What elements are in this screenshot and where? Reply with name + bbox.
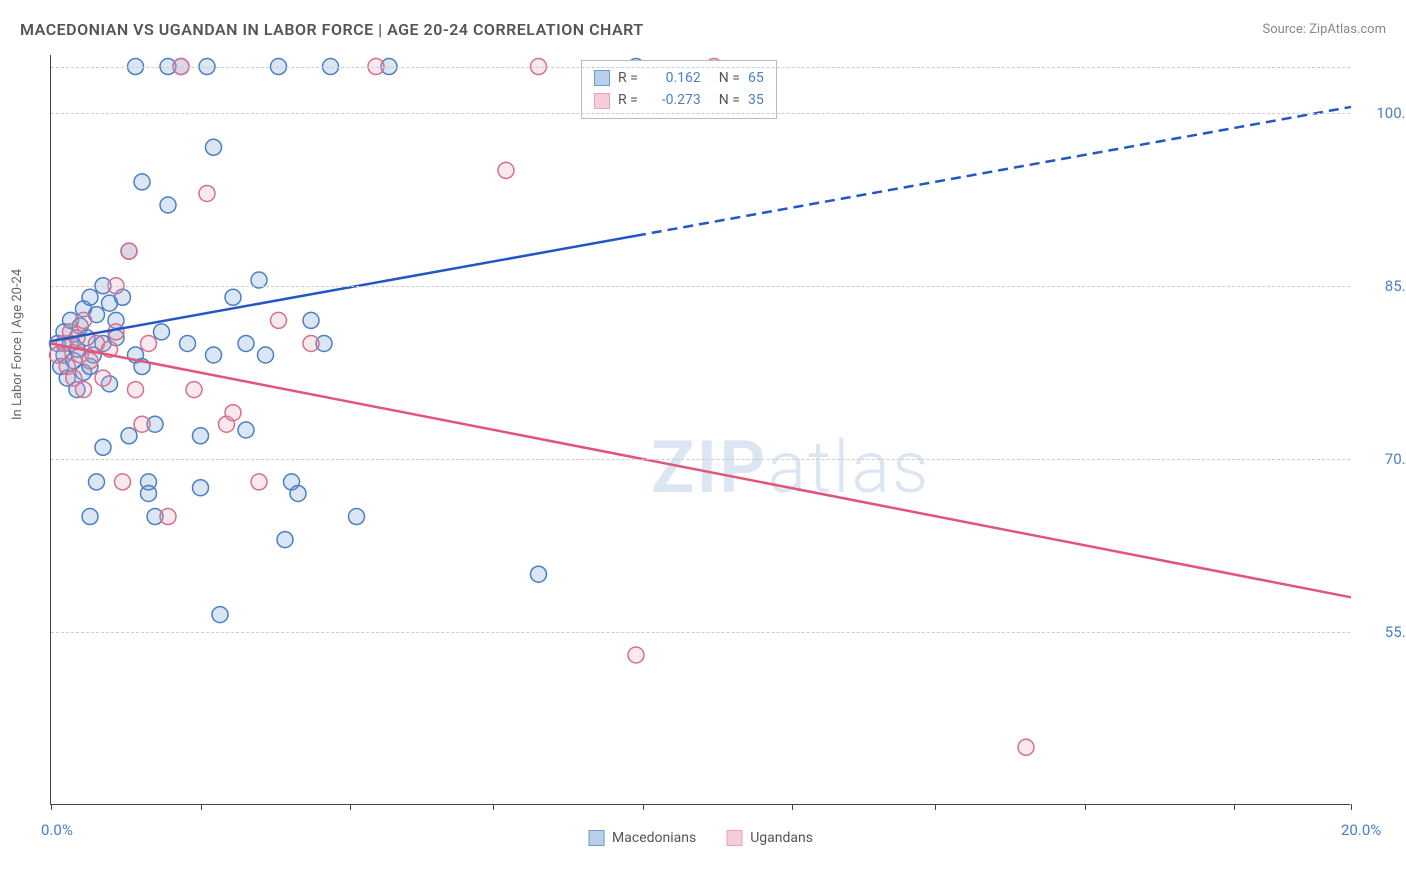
scatter-point — [193, 480, 209, 496]
scatter-point — [251, 474, 267, 490]
x-tick — [1085, 804, 1086, 810]
scatter-point — [349, 509, 365, 525]
y-axis-label: In Labor Force | Age 20-24 — [10, 269, 25, 420]
scatter-point — [303, 335, 319, 351]
trend-line — [51, 343, 1351, 597]
series-legend-item: Ugandans — [726, 830, 813, 846]
y-tick-label: 55.0% — [1385, 623, 1406, 641]
trend-line-dashed — [636, 107, 1351, 236]
scatter-point — [76, 382, 92, 398]
y-tick-label: 85.0% — [1385, 277, 1406, 295]
scatter-point — [206, 139, 222, 155]
legend-swatch — [594, 70, 610, 86]
y-tick-label: 70.0% — [1385, 450, 1406, 468]
scatter-point — [1018, 739, 1034, 755]
gridline — [51, 67, 1350, 68]
legend-n-label: N = — [719, 89, 740, 111]
scatter-point — [108, 324, 124, 340]
x-tick — [792, 804, 793, 810]
scatter-point — [225, 405, 241, 421]
gridline — [51, 459, 1350, 460]
scatter-point — [121, 243, 137, 259]
x-tick — [1351, 804, 1352, 810]
scatter-point — [277, 532, 293, 548]
scatter-point — [89, 474, 105, 490]
legend-swatch — [594, 93, 610, 109]
scatter-plot — [51, 55, 1350, 804]
legend-n-value: 35 — [748, 89, 764, 111]
title-bar: MACEDONIAN VS UGANDAN IN LABOR FORCE | A… — [20, 20, 1386, 39]
scatter-point — [186, 382, 202, 398]
scatter-point — [128, 382, 144, 398]
scatter-point — [115, 474, 131, 490]
scatter-point — [303, 312, 319, 328]
series-legend-label: Macedonians — [612, 830, 696, 846]
source-label: Source: ZipAtlas.com — [1262, 22, 1386, 37]
legend-r-label: R = — [618, 89, 638, 111]
legend-row: R = -0.273 N = 35 — [594, 89, 764, 111]
legend-n-label: N = — [719, 67, 740, 89]
legend-row: R = 0.162 N = 65 — [594, 67, 764, 89]
x-tick — [643, 804, 644, 810]
x-tick — [201, 804, 202, 810]
scatter-point — [193, 428, 209, 444]
scatter-point — [134, 174, 150, 190]
scatter-point — [82, 289, 98, 305]
scatter-point — [82, 509, 98, 525]
gridline — [51, 286, 1350, 287]
scatter-point — [82, 353, 98, 369]
gridline — [51, 632, 1350, 633]
legend-swatch — [726, 830, 742, 846]
scatter-point — [76, 312, 92, 328]
scatter-point — [238, 422, 254, 438]
series-legend-label: Ugandans — [750, 830, 813, 846]
series-legend: Macedonians Ugandans — [588, 830, 813, 846]
scatter-point — [290, 485, 306, 501]
scatter-point — [121, 428, 137, 444]
scatter-point — [160, 197, 176, 213]
scatter-point — [238, 335, 254, 351]
legend-r-label: R = — [618, 67, 638, 89]
y-tick-label: 100.0% — [1376, 104, 1406, 122]
legend-r-value: 0.162 — [646, 67, 701, 89]
scatter-point — [628, 647, 644, 663]
x-tick-label: 0.0% — [41, 821, 73, 839]
scatter-point — [95, 370, 111, 386]
scatter-point — [141, 485, 157, 501]
legend-swatch — [588, 830, 604, 846]
scatter-point — [95, 439, 111, 455]
scatter-point — [531, 566, 547, 582]
trend-line — [51, 236, 636, 341]
x-tick — [1234, 804, 1235, 810]
legend-r-value: -0.273 — [646, 89, 701, 111]
scatter-point — [258, 347, 274, 363]
chart-area: ZIPatlas R =0.162N =65R =-0.273N =35 Mac… — [50, 55, 1350, 805]
scatter-point — [206, 347, 222, 363]
scatter-point — [160, 509, 176, 525]
x-tick — [935, 804, 936, 810]
scatter-point — [180, 335, 196, 351]
scatter-point — [225, 289, 241, 305]
x-tick — [493, 804, 494, 810]
scatter-point — [271, 312, 287, 328]
x-tick-label: 20.0% — [1341, 821, 1381, 839]
correlation-legend: R = 0.162 N = 65 R = -0.273 N = 35 — [581, 60, 777, 119]
scatter-point — [134, 416, 150, 432]
series-legend-item: Macedonians — [588, 830, 696, 846]
chart-title: MACEDONIAN VS UGANDAN IN LABOR FORCE | A… — [20, 20, 644, 39]
scatter-point — [199, 185, 215, 201]
gridline — [51, 113, 1350, 114]
scatter-point — [154, 324, 170, 340]
scatter-point — [498, 162, 514, 178]
scatter-point — [141, 335, 157, 351]
x-tick — [350, 804, 351, 810]
legend-n-value: 65 — [748, 67, 764, 89]
x-tick — [51, 804, 52, 810]
scatter-point — [212, 607, 228, 623]
